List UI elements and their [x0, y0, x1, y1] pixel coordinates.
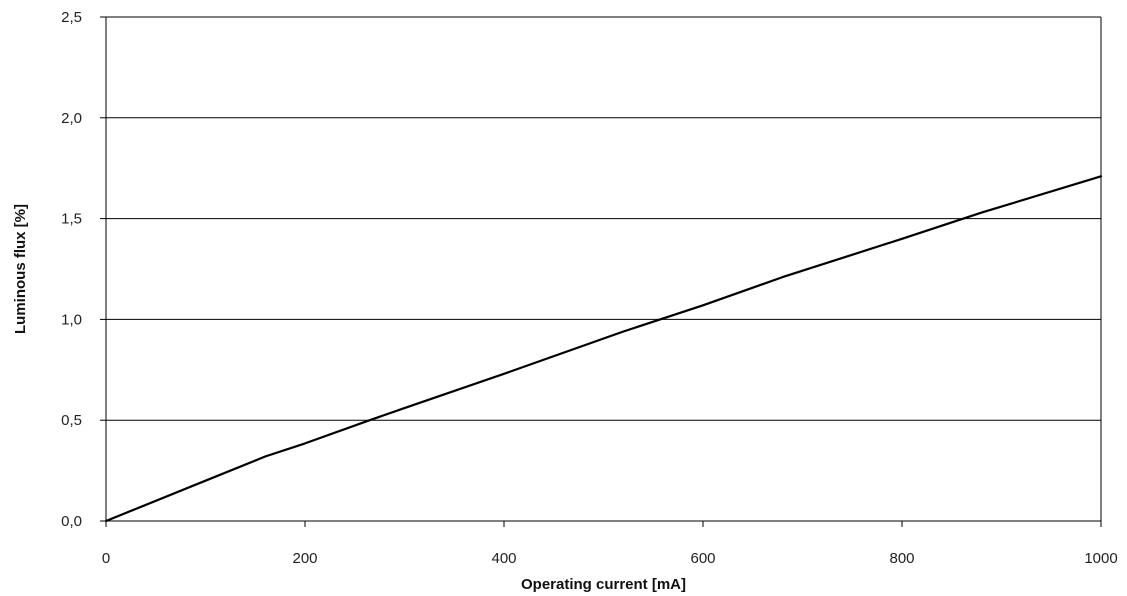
- series-line: [104, 175, 1103, 523]
- x-tick-label: 400: [491, 550, 516, 567]
- x-tick-label: 0: [102, 550, 110, 567]
- y-tick-label: 0,5: [61, 412, 82, 429]
- x-tick-label: 200: [292, 550, 317, 567]
- y-axis-title: Luminous flux [%]: [12, 204, 29, 334]
- series-layer: [104, 175, 1103, 523]
- y-tick-label: 2,5: [61, 9, 82, 26]
- y-tick-label: 0,0: [61, 513, 82, 530]
- y-tick-label: 2,0: [61, 110, 82, 127]
- x-tick-label: 800: [889, 550, 914, 567]
- y-tick-label: 1,0: [61, 311, 82, 328]
- x-axis-title: Operating current [mA]: [521, 576, 686, 593]
- grid-layer: [106, 16, 1101, 421]
- plot-frame: [105, 17, 1102, 522]
- tick-layer: 0,0 0,5 1,0 1,5 2,0 2,5 0 200 400 600 800 1000: [61, 9, 1118, 567]
- x-tick-label: 1000: [1084, 550, 1117, 567]
- y-tick-label: 1,5: [61, 211, 82, 228]
- x-tick-label: 600: [690, 550, 715, 567]
